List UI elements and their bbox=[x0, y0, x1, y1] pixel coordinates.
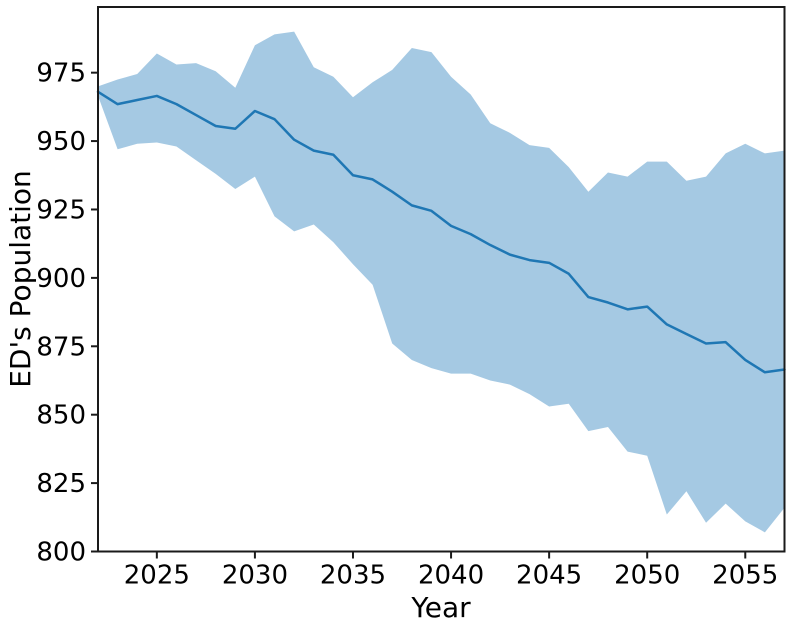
y-tick-label: 950 bbox=[36, 127, 86, 157]
x-tick-label: 2050 bbox=[614, 561, 680, 591]
x-axis-label: Year bbox=[410, 591, 471, 624]
y-tick-label: 925 bbox=[36, 195, 86, 225]
y-axis-label: ED's Population bbox=[4, 170, 37, 388]
y-tick-label: 850 bbox=[36, 401, 86, 431]
axes-box bbox=[97, 6, 786, 553]
y-tick-label: 825 bbox=[36, 469, 86, 499]
confidence-band bbox=[98, 31, 785, 533]
y-tick-label: 900 bbox=[36, 264, 86, 294]
y-tick-label: 975 bbox=[36, 59, 86, 89]
x-tick-label: 2025 bbox=[124, 561, 190, 591]
x-tick-label: 2030 bbox=[222, 561, 288, 591]
x-tick-label: 2055 bbox=[712, 561, 778, 591]
x-tick-label: 2035 bbox=[320, 561, 386, 591]
x-tick-label: 2040 bbox=[418, 561, 484, 591]
x-tick-label: 2045 bbox=[516, 561, 582, 591]
median-line bbox=[96, 90, 786, 374]
y-tick-label: 800 bbox=[36, 538, 86, 568]
y-tick-label: 875 bbox=[36, 332, 86, 362]
